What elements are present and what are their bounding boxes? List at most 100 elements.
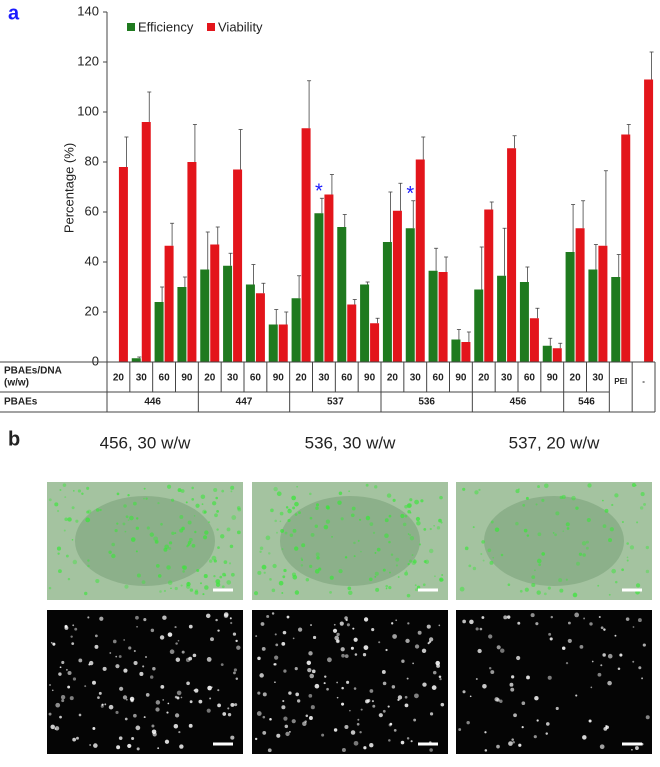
cell	[191, 543, 196, 548]
bar	[588, 269, 598, 362]
cell	[50, 641, 53, 644]
cell	[99, 508, 102, 512]
cell	[511, 738, 514, 741]
cell	[441, 574, 444, 576]
bar	[324, 194, 334, 362]
cell	[151, 724, 155, 728]
cell	[395, 557, 400, 562]
cell	[484, 749, 488, 752]
cell	[213, 574, 216, 578]
cell	[340, 647, 345, 652]
cell	[603, 628, 606, 631]
cell	[163, 589, 167, 593]
cell	[309, 564, 313, 568]
cell	[294, 546, 299, 551]
image-shade	[484, 496, 624, 586]
cell	[384, 533, 389, 538]
cell	[638, 666, 642, 670]
cell	[135, 615, 139, 620]
cell	[114, 528, 118, 533]
cell	[194, 530, 197, 534]
cell	[372, 531, 376, 534]
cell	[482, 559, 485, 562]
bar	[598, 245, 608, 362]
cell	[484, 731, 487, 734]
cell	[404, 514, 408, 518]
bar	[200, 269, 210, 362]
cell	[513, 713, 517, 718]
cell	[170, 498, 175, 502]
cell	[543, 483, 549, 489]
x-tick-label: 20	[387, 373, 399, 384]
cell	[619, 653, 623, 657]
cell	[181, 650, 185, 654]
cell	[124, 717, 128, 721]
cell	[115, 655, 118, 658]
cell	[374, 571, 379, 576]
cell	[228, 562, 232, 565]
image-background	[456, 610, 652, 754]
cell	[598, 615, 601, 619]
cell	[386, 493, 392, 498]
cell	[545, 722, 550, 726]
cell	[145, 656, 148, 659]
cell	[459, 586, 465, 592]
cell	[309, 492, 312, 496]
cell	[550, 615, 553, 619]
cell	[232, 632, 237, 636]
cell	[72, 559, 78, 565]
cell	[155, 563, 160, 568]
cell	[208, 521, 211, 524]
cell	[159, 635, 165, 640]
bar	[392, 210, 402, 362]
cell	[223, 613, 229, 619]
cell	[314, 524, 319, 528]
cell	[115, 664, 120, 669]
cell	[572, 592, 578, 598]
cell	[51, 689, 54, 692]
cell	[285, 506, 289, 509]
image-title: 536, 30 w/w	[305, 433, 396, 452]
cell	[511, 675, 515, 679]
cell	[521, 726, 524, 729]
cell	[344, 654, 349, 659]
cell	[363, 617, 369, 622]
cell	[515, 489, 520, 494]
cell	[462, 690, 466, 694]
cell	[174, 586, 178, 591]
cell	[565, 578, 568, 581]
cell	[234, 703, 238, 707]
cell	[336, 639, 340, 643]
cell	[127, 494, 130, 497]
cell	[118, 736, 123, 740]
cell	[92, 680, 96, 685]
cell	[496, 645, 501, 650]
cell	[632, 660, 635, 663]
bar	[428, 270, 438, 362]
x-tick-label: 20	[204, 373, 216, 384]
cell	[300, 557, 303, 560]
cell	[230, 621, 233, 625]
cell	[86, 486, 90, 490]
cell	[591, 660, 594, 663]
cell	[422, 583, 426, 587]
cell	[266, 614, 270, 618]
cell	[281, 548, 284, 551]
cell	[358, 518, 362, 521]
cell	[186, 581, 191, 587]
cell	[67, 517, 72, 522]
cell	[202, 593, 205, 596]
cell	[354, 653, 358, 656]
cell	[547, 586, 551, 590]
cell	[76, 736, 79, 740]
cell	[206, 657, 212, 662]
cell	[155, 707, 160, 712]
cell	[221, 489, 225, 493]
cell	[60, 695, 66, 700]
cell	[609, 527, 614, 532]
x-tick-label: -	[642, 377, 645, 386]
cell	[274, 633, 277, 636]
cell	[314, 683, 320, 689]
cell	[365, 483, 369, 487]
